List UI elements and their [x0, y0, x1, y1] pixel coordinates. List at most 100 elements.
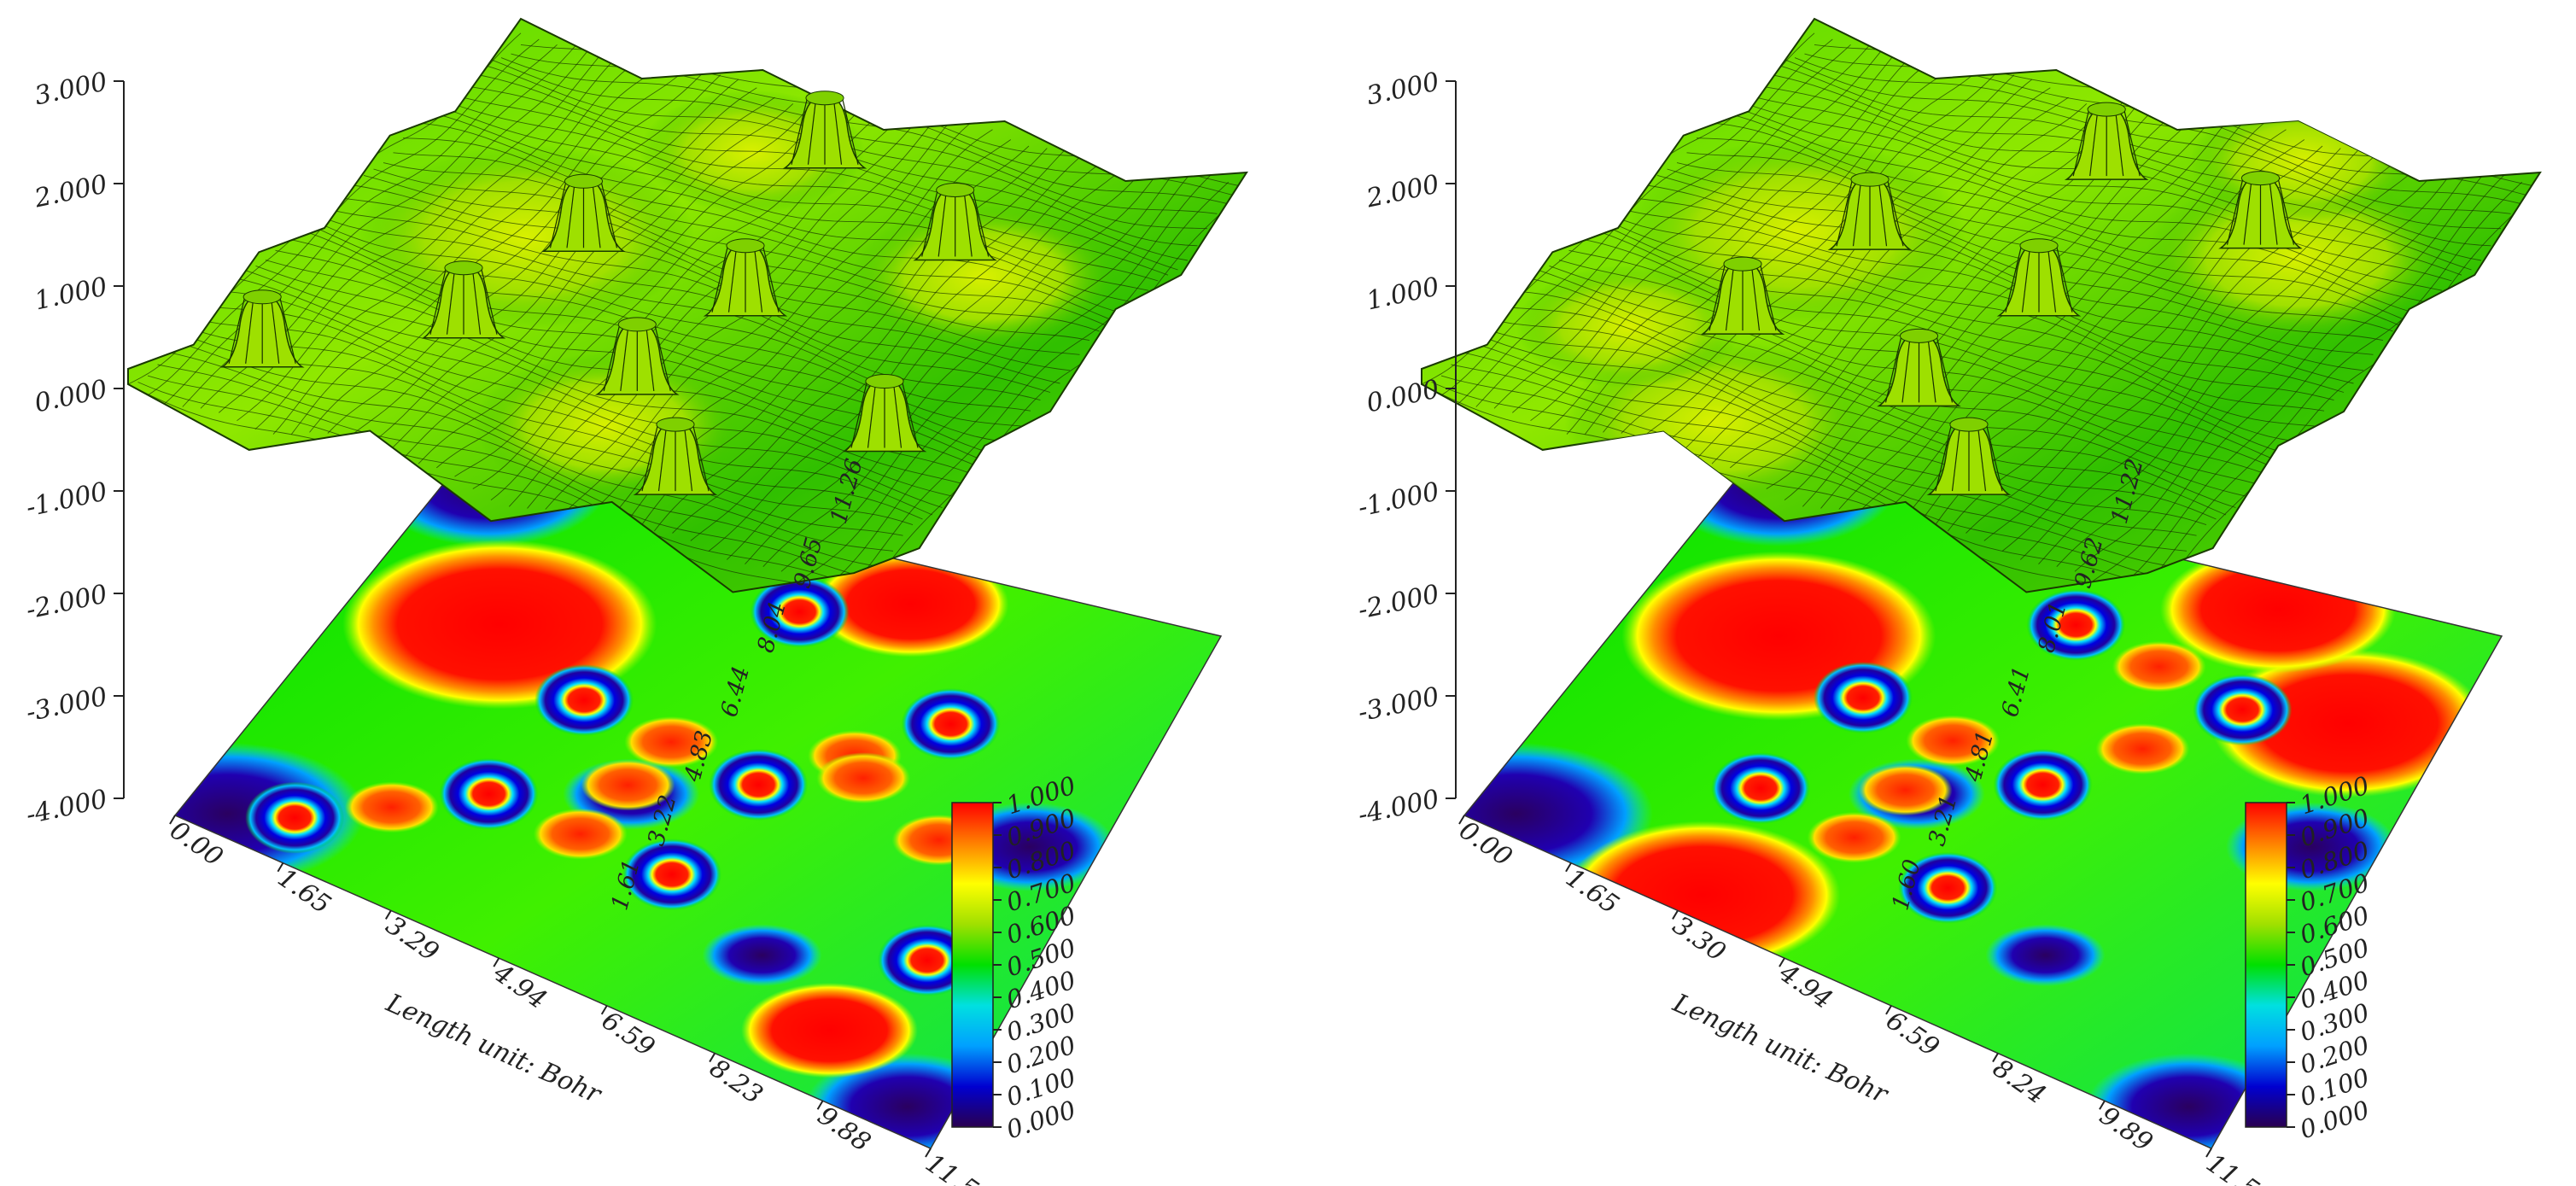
z-tick-label: -2.000 — [1356, 579, 1442, 625]
surface-mesh-line — [817, 175, 1211, 593]
x-tick — [709, 1053, 716, 1063]
x-tick — [2205, 1148, 2212, 1158]
floor-bond-region — [2095, 723, 2190, 775]
x-tick — [1458, 815, 1465, 825]
surface-mesh-line — [454, 100, 848, 477]
surface-mesh-line — [327, 74, 721, 434]
surface-mesh-line — [672, 149, 1066, 534]
surface-mesh-line — [418, 104, 812, 464]
surface-mesh-line — [1715, 110, 2443, 291]
surface-hill — [1516, 265, 1742, 389]
x-tick — [600, 1005, 608, 1015]
surface-mesh-line — [2147, 186, 2540, 593]
surface-mesh-line — [2056, 175, 2450, 568]
surface-mesh-line — [343, 197, 1071, 371]
surface-mesh-line — [166, 351, 894, 552]
floor-nucleus — [2026, 588, 2126, 661]
floor-bond-region — [581, 759, 675, 811]
surface-mesh-line — [1598, 222, 2325, 412]
surface-hill — [852, 204, 1115, 348]
surface-peak — [1926, 417, 2012, 495]
surface-mesh-line — [563, 114, 957, 514]
surface-mesh-line — [1856, 114, 2251, 514]
floor-fill — [1464, 457, 2502, 1148]
surface-mesh-line — [1726, 103, 2452, 282]
surface-mesh-line — [1475, 45, 1870, 407]
surface-mesh-line — [726, 171, 1120, 560]
surface-mesh-line — [1588, 227, 2315, 427]
floor-border — [1463, 456, 2503, 1149]
surface-peak — [782, 91, 867, 169]
surface-mesh-line — [653, 148, 1048, 532]
surface-mesh-line — [2111, 175, 2504, 593]
x-axis-label-left: Length unit: Bohr — [381, 988, 606, 1110]
floor-low-region — [1464, 742, 1653, 885]
surface-mesh-line — [1578, 237, 2305, 443]
floor-high-region — [741, 982, 918, 1078]
surface-mesh-line — [508, 115, 902, 507]
x-tick — [925, 1148, 932, 1158]
surface-mesh-line — [452, 94, 1178, 271]
surface-mesh-line — [1460, 351, 2188, 552]
x-tick — [1672, 909, 1679, 920]
surface-mesh-line — [1490, 330, 2217, 520]
surface-hill — [356, 144, 695, 330]
floor-nucleus — [622, 838, 721, 911]
surface-mesh-line — [2093, 171, 2486, 581]
surface-mesh-line — [1548, 54, 1942, 430]
surface-mesh-line — [422, 110, 1149, 291]
z-tick-label: 1.000 — [32, 272, 109, 316]
surface-mesh-line — [290, 70, 685, 435]
floor-nucleus — [901, 687, 1001, 760]
surface-mesh-line — [1735, 100, 2462, 276]
panel-right: 3.000 2.000 1.000 0.000 -1.000 -2.000 -3.000 -4… — [1356, 17, 2542, 1186]
surface-peak — [1827, 172, 1913, 250]
surface-mesh-line — [500, 57, 1228, 204]
floor-nucleus — [709, 749, 809, 821]
floor-bond-region — [816, 752, 911, 804]
surface-mesh-line — [441, 100, 1169, 276]
surface-peak — [541, 173, 626, 253]
surface-mesh-line — [1480, 336, 2207, 526]
surface-mesh-line — [1584, 70, 1978, 435]
contour-floor-right — [1463, 456, 2503, 1149]
surface-mesh-line — [1794, 57, 2521, 204]
surface-mesh-line — [353, 184, 1080, 355]
surface-mesh-line — [799, 171, 1193, 581]
floor-nucleus — [439, 757, 539, 830]
surface-mesh-line — [1686, 152, 2413, 324]
surface-mesh-line — [1696, 137, 2423, 316]
surface-mesh-line — [472, 103, 867, 489]
surface-right — [1421, 17, 2542, 593]
surface-mesh-line — [1874, 120, 2269, 522]
z-tick-label: -1.000 — [1356, 476, 1442, 523]
surface-mesh-line — [1457, 44, 1851, 405]
surface-peak — [219, 289, 305, 368]
surface-mesh-line — [1730, 102, 2123, 469]
z-tick-label: -4.000 — [1356, 784, 1442, 830]
surface-mesh-line — [237, 45, 630, 422]
surface-mesh-line — [1440, 38, 1833, 397]
floor-nucleus — [534, 664, 634, 737]
x-tick-label: 11.54 — [2200, 1148, 2277, 1186]
surface-mesh-line — [780, 172, 1175, 572]
floor-low-region — [1985, 924, 2106, 987]
surface-mesh-line — [1838, 114, 2233, 510]
surface-mesh-line — [581, 120, 975, 522]
floor-bond-region — [344, 781, 439, 833]
surface-peak — [594, 317, 680, 395]
surface-peak — [1996, 238, 2082, 317]
floor-nucleus — [1711, 752, 1810, 825]
surface-mesh-line — [1657, 87, 2051, 450]
x-tick — [277, 862, 284, 873]
surface-mesh-line — [206, 321, 933, 516]
surface-mesh-line — [225, 290, 953, 497]
surface-mesh-line — [2001, 161, 2396, 552]
x-tick — [1779, 957, 1785, 967]
surface-mesh-line — [412, 122, 1139, 304]
surface-mesh-line — [382, 96, 775, 458]
surface-mesh-line — [1530, 45, 1924, 422]
surface-mesh-line — [1617, 218, 2345, 393]
floor-nucleus — [245, 781, 345, 854]
